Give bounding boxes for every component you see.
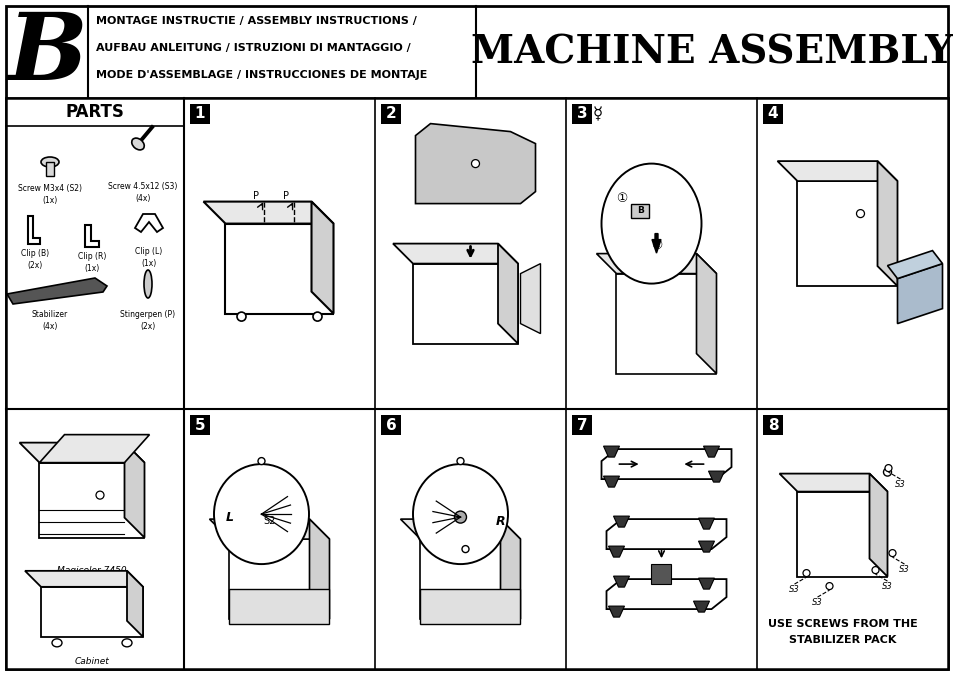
Polygon shape — [39, 462, 144, 537]
Text: Cabinet: Cabinet — [74, 657, 110, 666]
Text: 6: 6 — [385, 418, 395, 433]
Polygon shape — [309, 519, 329, 619]
Text: S3: S3 — [882, 582, 892, 591]
Ellipse shape — [802, 570, 809, 576]
Polygon shape — [613, 516, 629, 527]
Polygon shape — [28, 216, 40, 244]
Ellipse shape — [41, 157, 59, 167]
Text: AUFBAU ANLEITUNG / ISTRUZIONI DI MANTAGGIO /: AUFBAU ANLEITUNG / ISTRUZIONI DI MANTAGG… — [96, 43, 411, 53]
Polygon shape — [777, 161, 897, 181]
Text: ②: ② — [650, 239, 661, 252]
Polygon shape — [603, 446, 618, 457]
Ellipse shape — [882, 468, 890, 476]
Polygon shape — [230, 539, 329, 619]
Ellipse shape — [236, 312, 246, 321]
Bar — [572, 104, 592, 124]
Ellipse shape — [825, 583, 832, 589]
Polygon shape — [135, 214, 163, 232]
Text: 3: 3 — [576, 107, 587, 122]
Polygon shape — [127, 571, 143, 637]
Ellipse shape — [213, 464, 309, 564]
Text: Clip (L)
(1x): Clip (L) (1x) — [135, 247, 162, 268]
Polygon shape — [693, 601, 709, 612]
Polygon shape — [210, 519, 329, 539]
Polygon shape — [420, 589, 520, 624]
Text: Stabilizer
(4x): Stabilizer (4x) — [31, 310, 68, 331]
Bar — [380, 104, 400, 124]
Polygon shape — [420, 539, 520, 619]
Bar — [46, 162, 54, 176]
Text: ①: ① — [616, 192, 626, 205]
Text: 7: 7 — [576, 418, 587, 433]
Text: 1: 1 — [194, 107, 205, 122]
Polygon shape — [897, 264, 942, 323]
Ellipse shape — [856, 210, 863, 217]
Ellipse shape — [52, 639, 62, 647]
Text: Screw 4.5x12 (S3)
(4x): Screw 4.5x12 (S3) (4x) — [109, 182, 177, 202]
Text: L: L — [225, 510, 233, 524]
Ellipse shape — [871, 566, 878, 574]
Polygon shape — [698, 541, 714, 552]
Text: Clip (B)
(2x): Clip (B) (2x) — [21, 249, 49, 270]
Polygon shape — [613, 576, 629, 587]
Polygon shape — [39, 435, 150, 462]
Ellipse shape — [601, 163, 700, 284]
Polygon shape — [520, 264, 540, 333]
Polygon shape — [603, 476, 618, 487]
Polygon shape — [698, 518, 714, 529]
Text: MODE D'ASSEMBLAGE / INSTRUCCIONES DE MONTAJE: MODE D'ASSEMBLAGE / INSTRUCCIONES DE MON… — [96, 70, 427, 80]
Text: USE SCREWS FROM THE: USE SCREWS FROM THE — [767, 619, 917, 629]
Ellipse shape — [257, 458, 265, 464]
Polygon shape — [19, 443, 144, 462]
Text: S3: S3 — [811, 597, 822, 607]
Polygon shape — [41, 587, 143, 637]
Bar — [190, 104, 210, 124]
Polygon shape — [779, 474, 886, 491]
Polygon shape — [797, 181, 897, 286]
Bar — [380, 415, 400, 435]
Polygon shape — [225, 223, 334, 314]
Polygon shape — [500, 519, 520, 619]
Text: S3: S3 — [894, 480, 905, 489]
Polygon shape — [651, 564, 671, 584]
Polygon shape — [877, 161, 897, 286]
Ellipse shape — [132, 138, 144, 150]
Polygon shape — [606, 579, 726, 609]
Bar — [762, 415, 782, 435]
Text: S3: S3 — [788, 585, 799, 593]
Polygon shape — [312, 202, 334, 314]
Text: ☿: ☿ — [592, 105, 602, 123]
Polygon shape — [698, 578, 714, 589]
Polygon shape — [702, 446, 719, 457]
Ellipse shape — [888, 549, 895, 557]
Bar — [631, 204, 649, 217]
Ellipse shape — [144, 270, 152, 298]
Text: MACHINE ASSEMBLY: MACHINE ASSEMBLY — [471, 33, 952, 71]
Text: P: P — [253, 190, 259, 200]
Polygon shape — [85, 225, 99, 247]
Polygon shape — [708, 471, 723, 482]
Polygon shape — [497, 244, 517, 344]
Polygon shape — [608, 546, 624, 557]
Ellipse shape — [461, 545, 469, 553]
Polygon shape — [125, 443, 144, 537]
Polygon shape — [393, 244, 517, 264]
Text: R: R — [496, 514, 505, 528]
Text: 4: 4 — [767, 107, 778, 122]
Ellipse shape — [456, 458, 463, 464]
Text: S2: S2 — [263, 516, 275, 526]
Text: Stingerpen (P)
(2x): Stingerpen (P) (2x) — [120, 310, 175, 331]
Polygon shape — [601, 449, 731, 479]
Polygon shape — [203, 202, 334, 223]
Polygon shape — [608, 606, 624, 617]
Text: MONTAGE INSTRUCTIE / ASSEMBLY INSTRUCTIONS /: MONTAGE INSTRUCTIE / ASSEMBLY INSTRUCTIO… — [96, 16, 416, 26]
Text: B: B — [637, 206, 643, 215]
Ellipse shape — [884, 464, 891, 472]
Ellipse shape — [96, 491, 104, 499]
Polygon shape — [696, 254, 716, 373]
Polygon shape — [7, 278, 107, 304]
Ellipse shape — [471, 159, 479, 167]
Text: B: B — [7, 9, 87, 99]
Polygon shape — [25, 571, 143, 587]
Polygon shape — [616, 273, 716, 373]
